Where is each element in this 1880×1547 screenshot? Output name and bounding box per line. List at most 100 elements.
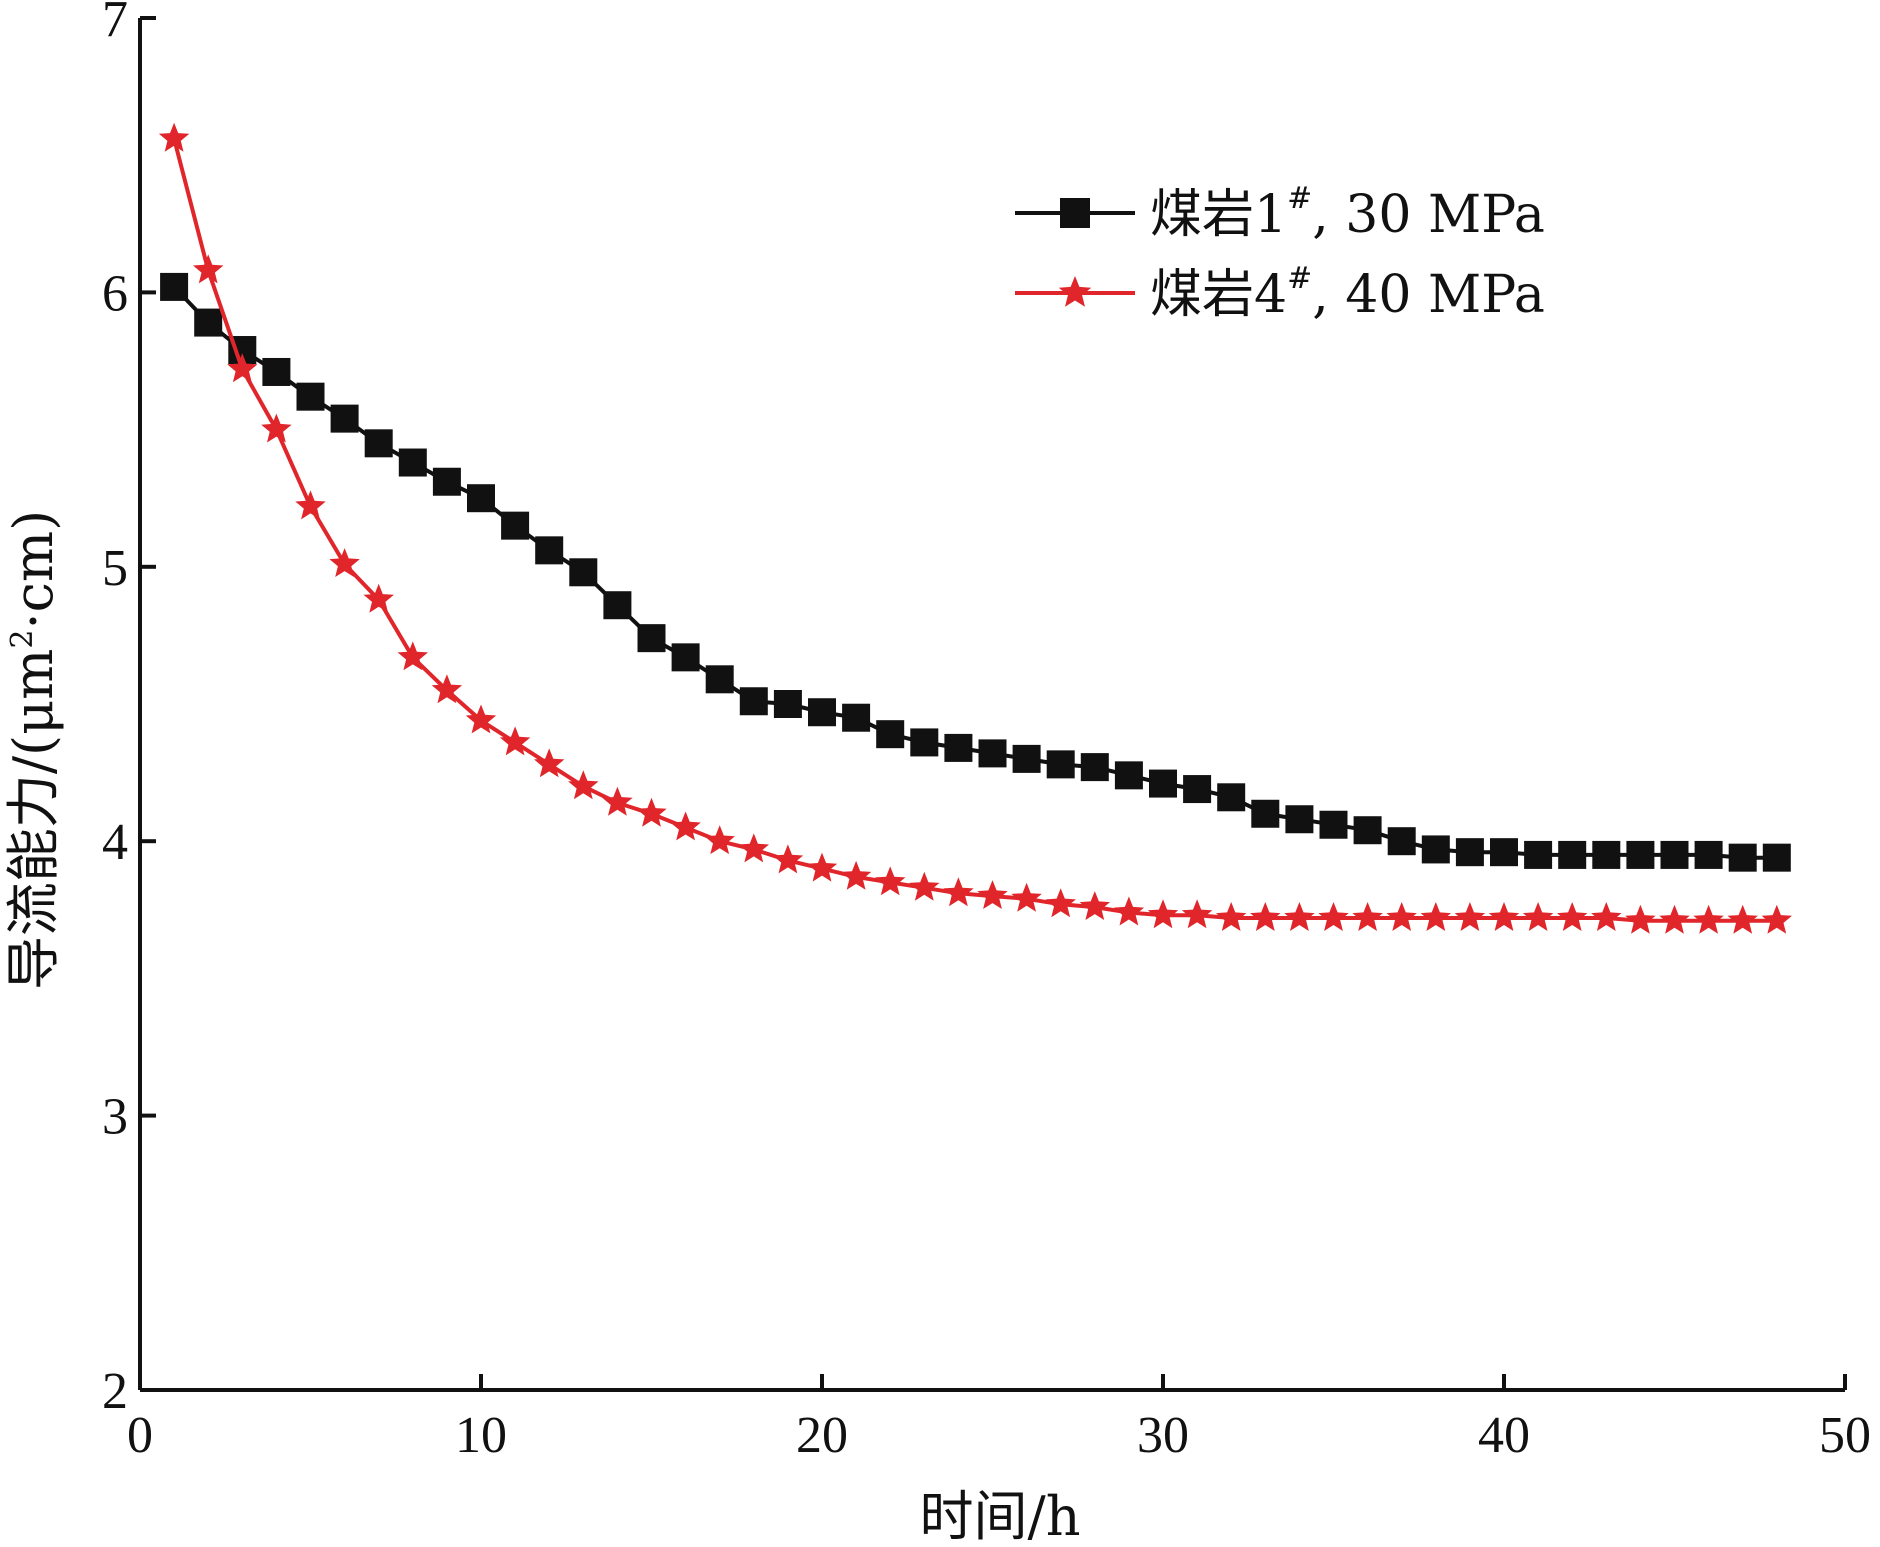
data-point xyxy=(943,877,974,907)
data-point xyxy=(1591,902,1622,931)
data-point xyxy=(739,687,768,716)
data-point xyxy=(1488,902,1520,931)
series-2 xyxy=(158,122,1792,934)
data-point xyxy=(1250,902,1281,931)
data-point xyxy=(569,558,598,587)
data-point xyxy=(194,308,223,337)
data-point xyxy=(364,429,393,458)
y-axis-title-main: 导流能力/(μm xyxy=(2,649,65,991)
data-point xyxy=(330,404,359,433)
data-point xyxy=(1079,891,1110,920)
legend-entry-2: 煤岩4#, 40 MPa xyxy=(1015,261,1545,325)
data-point xyxy=(875,866,906,896)
series-line-1 xyxy=(172,285,1777,860)
data-point xyxy=(1693,904,1724,934)
y-axis-title-sup: 2 xyxy=(5,630,40,649)
data-point xyxy=(1012,744,1041,773)
data-point xyxy=(262,357,291,386)
data-point xyxy=(296,382,325,411)
data-point xyxy=(773,690,802,718)
data-point xyxy=(397,641,428,671)
data-point xyxy=(329,548,360,577)
data-point xyxy=(842,703,871,732)
y-ticks: 2 3 4 5 6 7 xyxy=(102,0,156,1420)
data-point xyxy=(1522,902,1554,931)
data-point xyxy=(772,844,804,874)
data-point xyxy=(398,448,427,477)
data-point xyxy=(1217,783,1246,812)
legend: 煤岩1#, 30 MPa 煤岩4#, 40 MPa xyxy=(1015,181,1545,325)
data-point xyxy=(1319,810,1348,839)
series-layer xyxy=(158,122,1792,934)
data-point xyxy=(431,674,463,704)
data-point xyxy=(160,272,189,301)
data-point xyxy=(1080,753,1109,782)
data-point xyxy=(261,413,292,443)
legend-label-2-suffix: , 40 MPa xyxy=(1312,265,1545,325)
legend-label-1-sup: # xyxy=(1287,181,1312,216)
data-point xyxy=(227,353,258,383)
data-point xyxy=(1454,902,1486,931)
x-tick-label: 40 xyxy=(1478,1407,1530,1464)
data-point xyxy=(738,833,769,863)
series-line-2 xyxy=(172,138,1777,923)
data-point xyxy=(534,748,565,778)
data-point xyxy=(1421,835,1450,864)
data-point xyxy=(1386,902,1417,931)
data-point xyxy=(1353,816,1382,845)
x-ticks: 0 10 20 30 40 50 xyxy=(127,1374,1871,1464)
y-tick-label: 5 xyxy=(102,540,128,597)
data-point xyxy=(363,583,394,613)
data-point xyxy=(499,726,531,756)
data-point xyxy=(1216,902,1247,931)
data-point xyxy=(806,852,838,882)
data-point xyxy=(158,122,190,152)
data-point xyxy=(1149,769,1177,798)
legend-entry-1: 煤岩1#, 30 MPa xyxy=(1015,181,1545,245)
data-point xyxy=(670,811,701,841)
data-point xyxy=(602,786,633,816)
data-point xyxy=(1455,838,1484,867)
y-tick-label: 4 xyxy=(102,814,128,871)
data-point xyxy=(840,860,872,890)
data-point xyxy=(1387,827,1416,856)
data-point xyxy=(978,739,1007,768)
y-axis-title: 导流能力/(μm2·cm) xyxy=(2,510,65,990)
data-point xyxy=(1011,882,1042,912)
y-tick-label: 3 xyxy=(102,1089,128,1146)
data-point xyxy=(637,624,666,653)
y-axis-title-tail: ·cm) xyxy=(2,510,65,630)
data-point xyxy=(467,484,495,513)
data-point xyxy=(1183,775,1212,804)
data-point xyxy=(193,254,224,284)
x-tick-label: 50 xyxy=(1819,1407,1871,1464)
legend-label-2-sup: # xyxy=(1287,261,1312,296)
legend-label-2: 煤岩4#, 40 MPa xyxy=(1150,261,1545,325)
data-point xyxy=(1114,761,1143,790)
legend-label-2-prefix: 煤岩4 xyxy=(1150,265,1287,325)
data-point xyxy=(1558,840,1587,869)
y-tick-label: 2 xyxy=(102,1363,128,1420)
data-point xyxy=(1659,904,1690,934)
data-point xyxy=(1420,902,1451,931)
data-point xyxy=(1592,840,1621,869)
legend-label-1: 煤岩1#, 30 MPa xyxy=(1150,181,1545,245)
data-point xyxy=(1113,896,1145,926)
y-tick-label: 6 xyxy=(102,265,128,322)
data-point xyxy=(1625,904,1656,934)
data-point xyxy=(1490,838,1518,867)
data-point xyxy=(432,467,461,496)
data-point xyxy=(568,770,599,800)
data-point xyxy=(1046,750,1075,779)
data-point xyxy=(944,733,973,762)
x-tick-label: 20 xyxy=(796,1407,848,1464)
data-point xyxy=(1727,904,1758,934)
axes: 0 10 20 30 40 50 2 3 4 5 6 7 xyxy=(102,0,1871,1464)
data-point xyxy=(876,720,905,749)
data-point xyxy=(636,797,667,827)
data-point xyxy=(1147,899,1179,929)
data-point xyxy=(1557,902,1588,931)
legend-marker-star xyxy=(1058,276,1092,307)
data-point xyxy=(295,490,326,520)
